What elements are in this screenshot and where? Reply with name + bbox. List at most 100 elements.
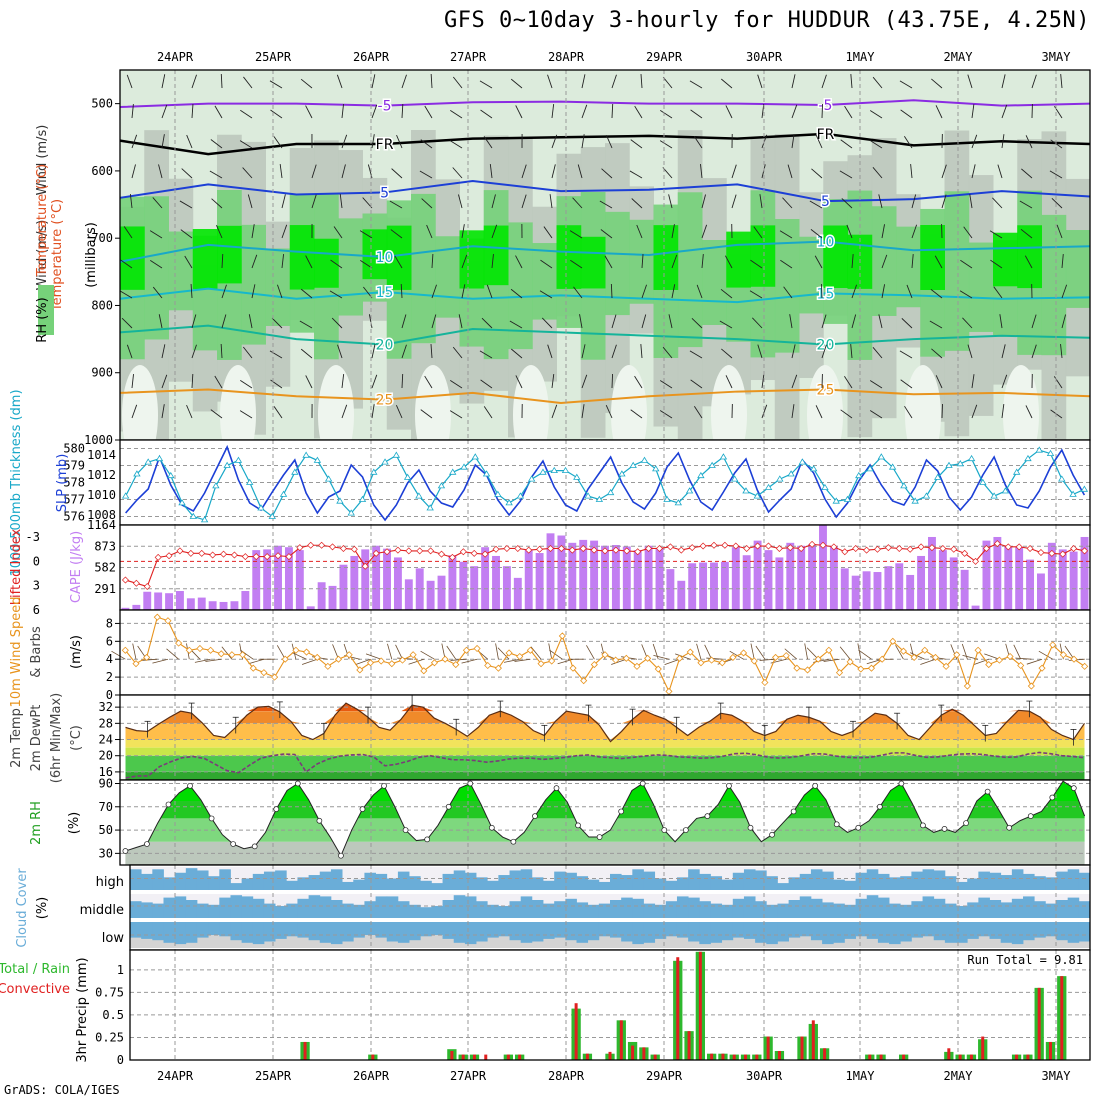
thickness-point: [291, 468, 299, 475]
precip-convective-bar: [472, 1054, 476, 1060]
lifted-index-point: [873, 545, 881, 553]
wind-barb: [581, 404, 585, 419]
wind-barb: [271, 317, 283, 329]
cloud-low-bar: [442, 922, 455, 939]
thickness-point: [573, 473, 581, 480]
cape-bar: [655, 548, 664, 610]
wind-speed-point: [526, 646, 534, 654]
lifted-index-point: [1059, 550, 1067, 558]
thickness-point: [1069, 490, 1077, 497]
rh-shade-band: [702, 240, 727, 325]
cloud-low-bar: [185, 922, 198, 943]
lifted-index-point: [514, 544, 522, 552]
pressure-tick-label: 600: [91, 164, 113, 178]
wind-barb: [336, 74, 343, 89]
surface-wind-barb: [111, 650, 126, 660]
precip-tick-label: 0.5: [102, 1008, 124, 1022]
cloud-middle-bar: [141, 902, 153, 918]
cloud-middle-bar: [453, 895, 466, 918]
wind-barb: [851, 254, 854, 269]
wind-barb: [671, 254, 678, 269]
rh-tick-label: 50: [99, 823, 113, 837]
wind-barb: [452, 167, 463, 179]
rh-point: [682, 827, 689, 833]
cloud-low-bar: [286, 922, 298, 937]
cape-bar: [873, 572, 882, 610]
wind-barb: [273, 136, 283, 149]
cape-bar: [274, 545, 282, 610]
cloud-high-bar: [621, 875, 633, 890]
lifted-index-point: [655, 544, 663, 552]
lifted-index-point: [339, 544, 347, 552]
wind-barb: [479, 80, 493, 89]
cloud-low-bar: [911, 922, 923, 938]
cape-bar: [753, 540, 762, 610]
cloud-low-bar: [152, 922, 164, 941]
cloud-low-bar: [263, 922, 276, 942]
cloud-high-bar: [275, 870, 287, 890]
rh-shade-band: [580, 236, 606, 289]
surface-wind-barb: [920, 658, 936, 665]
wind-barb: [158, 314, 163, 329]
cloud-middle-bar: [397, 901, 410, 918]
wind-barb: [659, 110, 673, 119]
wind-barb: [331, 317, 343, 329]
wind-speed-point: [590, 661, 598, 669]
wind-barb: [220, 73, 223, 89]
cloud-low-bar: [409, 922, 421, 941]
precip-convective-bar: [710, 1053, 714, 1060]
cloud-high-bar: [330, 869, 343, 890]
pressure-tick-label: 500: [91, 97, 113, 111]
wind-speed-point: [921, 646, 929, 654]
lifted-index-point: [361, 562, 369, 570]
lifted-index-point: [754, 542, 762, 550]
rh-shade-band: [241, 224, 266, 345]
cloud-high-bar: [397, 871, 410, 890]
wind-barb: [671, 284, 676, 299]
wind-speed-point: [441, 655, 449, 663]
wind-speed-point: [814, 655, 822, 663]
wind-barb: [872, 167, 883, 179]
wind-barb: [521, 164, 527, 179]
wind-barb: [967, 344, 973, 359]
rh-shade-band: [920, 225, 945, 290]
wind-barb: [841, 198, 853, 209]
cloud-high-bar: [877, 873, 890, 890]
cloud-middle-bar: [654, 904, 667, 918]
cloud-middle-bar: [610, 900, 622, 918]
cloud-high-bar: [944, 876, 957, 890]
lifted-index-point: [1070, 544, 1078, 552]
wind-barb: [690, 109, 703, 119]
wind-barb: [510, 78, 523, 89]
precip-convective-bar: [879, 1054, 883, 1060]
cloud-middle-bar: [442, 900, 455, 918]
cloud-low-bar: [710, 922, 723, 943]
cloud-middle-bar: [409, 904, 421, 918]
isotherm-label: 15: [376, 285, 394, 301]
wind-barb: [969, 194, 973, 209]
cape-bar: [317, 582, 326, 610]
cape-bar: [546, 533, 555, 610]
cloud-high-bar: [1011, 869, 1024, 890]
cloud-high-bar: [587, 879, 600, 890]
rh-point: [445, 803, 452, 810]
wind-tick-label: 6: [106, 634, 113, 648]
date-label-top: 1MAY: [846, 50, 876, 64]
wind-barb: [481, 317, 493, 329]
thickness-point: [1046, 449, 1055, 457]
wind-barb: [791, 344, 796, 359]
wind-barb: [239, 140, 253, 149]
surface-wind-barb: [806, 647, 819, 660]
lifted-index-point: [405, 547, 413, 555]
cloud-low-bar: [989, 922, 1002, 939]
surface-wind-barb: [858, 649, 872, 660]
cape-bar: [742, 555, 751, 610]
wind-barb: [333, 226, 343, 239]
surface-wind-barb: [408, 658, 424, 665]
precip-convective-bar: [653, 1054, 657, 1060]
wind-speed-point: [430, 659, 439, 667]
rh-point: [553, 785, 560, 792]
cloud-middle-bar: [565, 898, 577, 918]
wind-barb: [668, 194, 673, 209]
precip-convective-bar: [450, 1050, 454, 1060]
